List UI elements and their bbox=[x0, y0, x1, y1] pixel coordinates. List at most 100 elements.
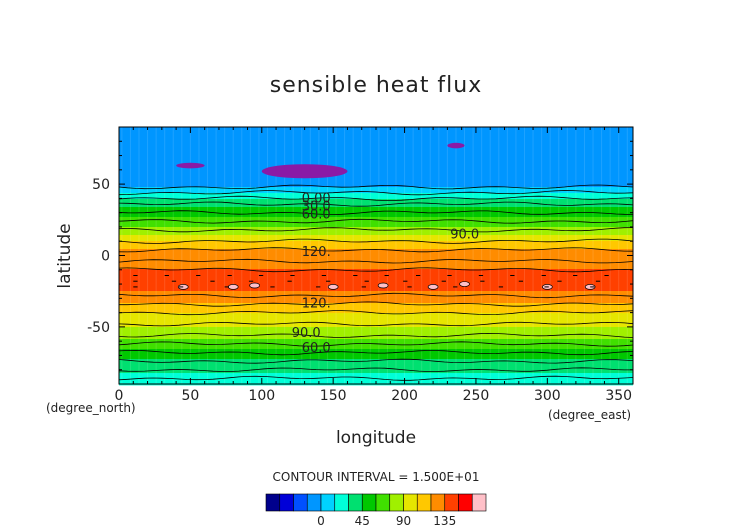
field-band bbox=[119, 327, 633, 330]
field-band bbox=[119, 339, 633, 342]
field-band bbox=[119, 303, 633, 306]
field-band bbox=[119, 129, 633, 132]
contour-line bbox=[118, 195, 634, 201]
colorbar-swatch bbox=[265, 493, 281, 512]
field-band bbox=[119, 217, 633, 220]
field-band bbox=[119, 233, 633, 236]
field-band bbox=[119, 337, 633, 340]
x-tick-label: 50 bbox=[181, 388, 199, 404]
field-band bbox=[119, 193, 633, 196]
field-band bbox=[119, 227, 633, 230]
contour-line bbox=[118, 375, 634, 381]
field-band bbox=[119, 205, 633, 208]
field-band bbox=[119, 167, 633, 170]
field-band bbox=[119, 333, 633, 336]
field-band bbox=[119, 137, 633, 140]
colorbar-swatch bbox=[444, 493, 459, 512]
field-band bbox=[119, 379, 633, 382]
x-axis-label: longitude bbox=[336, 428, 416, 448]
field-band bbox=[119, 351, 633, 354]
field-band bbox=[119, 321, 633, 324]
contour-interval-label: CONTOUR INTERVAL = 1.500E+01 bbox=[273, 470, 480, 484]
field-band bbox=[119, 195, 633, 198]
field-band bbox=[119, 365, 633, 368]
field-band bbox=[119, 245, 633, 248]
field-band bbox=[119, 341, 633, 344]
field-band bbox=[119, 311, 633, 314]
contour-label: 0.00 bbox=[302, 192, 331, 207]
field-band bbox=[119, 203, 633, 206]
colorbar-swatch bbox=[389, 493, 404, 512]
field-band bbox=[119, 169, 633, 172]
field-band bbox=[119, 211, 633, 214]
field-band bbox=[119, 197, 633, 200]
colorbar-swatch bbox=[279, 493, 294, 512]
field-band bbox=[119, 295, 633, 298]
field-band bbox=[119, 225, 633, 228]
contour-label: 120. bbox=[302, 245, 331, 260]
field-band bbox=[119, 209, 633, 212]
contour-line bbox=[118, 332, 634, 338]
contour-lines bbox=[118, 184, 634, 381]
field-band bbox=[119, 177, 633, 180]
field-band bbox=[119, 253, 633, 256]
x-axis-ticks: 0 50 100 150 200 250 300 350 bbox=[115, 127, 634, 404]
contour-line bbox=[118, 341, 634, 347]
field-band bbox=[119, 271, 633, 274]
contour-line bbox=[118, 201, 634, 207]
field-band bbox=[119, 171, 633, 174]
field-band bbox=[119, 143, 633, 146]
y-tick-label: 0 bbox=[101, 249, 110, 265]
field-band bbox=[119, 347, 633, 350]
contour-label: 90.0 bbox=[450, 227, 479, 242]
contour-line bbox=[118, 367, 633, 372]
field-band bbox=[119, 181, 633, 184]
field-band bbox=[119, 287, 633, 290]
field-band bbox=[119, 243, 633, 246]
field-band bbox=[119, 257, 633, 260]
high-value-patch bbox=[327, 284, 339, 290]
field-band bbox=[119, 249, 633, 252]
contour-line bbox=[118, 227, 634, 233]
contour-line bbox=[118, 247, 634, 253]
field-band bbox=[119, 179, 633, 182]
colorbar-tick-labels: 0 45 90 135 bbox=[317, 514, 456, 528]
field-band bbox=[119, 235, 633, 238]
field-band bbox=[119, 319, 633, 322]
field-band bbox=[119, 263, 633, 266]
field-band bbox=[119, 329, 633, 332]
contour-label: 30.0 bbox=[302, 200, 331, 215]
field-band bbox=[119, 375, 633, 378]
colorbar-swatch bbox=[334, 493, 349, 512]
high-value-patch bbox=[227, 284, 239, 290]
y-unit-label: (degree_north) bbox=[46, 401, 136, 415]
high-value-patch bbox=[427, 284, 439, 290]
field-band bbox=[119, 355, 633, 358]
y-tick-label: 50 bbox=[92, 177, 110, 193]
field-band bbox=[119, 207, 633, 210]
contour-line bbox=[118, 184, 634, 190]
low-value-patch bbox=[447, 142, 465, 149]
field-band bbox=[119, 279, 633, 282]
field-band bbox=[119, 281, 633, 284]
field-band bbox=[119, 251, 633, 254]
colorbar-swatch bbox=[293, 493, 308, 512]
high-value-patch bbox=[459, 281, 470, 287]
x-tick-label: 150 bbox=[320, 388, 347, 404]
field-band bbox=[119, 345, 633, 348]
field-band bbox=[119, 149, 633, 152]
contour-line bbox=[118, 310, 634, 316]
contour-line bbox=[118, 190, 634, 196]
field-band bbox=[119, 349, 633, 352]
field-band bbox=[119, 221, 633, 224]
colorbar-swatch bbox=[471, 493, 487, 512]
field-band bbox=[119, 159, 633, 162]
low-value-patch bbox=[176, 162, 205, 169]
field-band bbox=[119, 331, 633, 334]
field-band bbox=[119, 353, 633, 356]
field-band bbox=[119, 223, 633, 226]
field-band bbox=[119, 373, 633, 376]
field-band bbox=[119, 277, 633, 280]
field-band bbox=[119, 153, 633, 156]
contour-label: 90.0 bbox=[292, 326, 321, 341]
